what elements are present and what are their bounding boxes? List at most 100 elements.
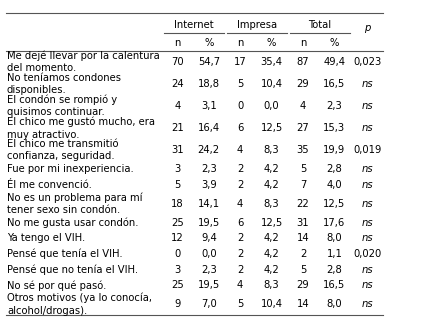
Text: 12,5: 12,5 — [323, 199, 346, 209]
Text: 2: 2 — [237, 265, 243, 275]
Text: 1,1: 1,1 — [326, 249, 343, 259]
Text: %: % — [330, 38, 339, 48]
Text: 6: 6 — [237, 218, 243, 228]
Text: ns: ns — [362, 280, 373, 290]
Text: El chico me gustó mucho, era
muy atractivo.: El chico me gustó mucho, era muy atracti… — [7, 117, 155, 140]
Text: 70: 70 — [171, 57, 184, 67]
Text: 12: 12 — [171, 233, 184, 243]
Text: El chico me transmitió
confianza, seguridad.: El chico me transmitió confianza, seguri… — [7, 139, 119, 162]
Text: 14,1: 14,1 — [198, 199, 220, 209]
Text: 6: 6 — [237, 123, 243, 133]
Text: 3: 3 — [174, 265, 181, 275]
Text: 24,2: 24,2 — [198, 145, 220, 155]
Text: 29: 29 — [297, 280, 309, 290]
Text: 49,4: 49,4 — [323, 57, 346, 67]
Text: 3,9: 3,9 — [201, 180, 216, 190]
Text: 2: 2 — [237, 164, 243, 174]
Text: n: n — [237, 38, 243, 48]
Text: Internet: Internet — [174, 20, 214, 30]
Text: 4,2: 4,2 — [264, 180, 279, 190]
Text: 17: 17 — [234, 57, 246, 67]
Text: 2,8: 2,8 — [326, 265, 342, 275]
Text: 22: 22 — [297, 199, 309, 209]
Text: 4,2: 4,2 — [264, 233, 279, 243]
Text: p: p — [364, 23, 371, 33]
Text: Ya tengo el VIH.: Ya tengo el VIH. — [7, 233, 85, 243]
Text: ns: ns — [362, 233, 373, 243]
Text: 5: 5 — [174, 180, 181, 190]
Text: 8,0: 8,0 — [326, 233, 342, 243]
Text: 4: 4 — [237, 199, 243, 209]
Text: 15,3: 15,3 — [323, 123, 346, 133]
Text: 18,8: 18,8 — [198, 79, 220, 89]
Text: 7,0: 7,0 — [201, 299, 216, 309]
Text: 27: 27 — [297, 123, 309, 133]
Text: 8,3: 8,3 — [264, 199, 279, 209]
Text: 4: 4 — [237, 280, 243, 290]
Text: Fue por mi inexperiencia.: Fue por mi inexperiencia. — [7, 164, 134, 174]
Text: ns: ns — [362, 101, 373, 111]
Text: 25: 25 — [171, 280, 184, 290]
Text: 4: 4 — [300, 101, 306, 111]
Text: 8,0: 8,0 — [326, 299, 342, 309]
Text: 9: 9 — [174, 299, 181, 309]
Text: 19,5: 19,5 — [197, 218, 220, 228]
Text: 0,019: 0,019 — [353, 145, 381, 155]
Text: 4,2: 4,2 — [264, 265, 279, 275]
Text: 0: 0 — [237, 101, 243, 111]
Text: 19,9: 19,9 — [323, 145, 346, 155]
Text: 18: 18 — [171, 199, 184, 209]
Text: 87: 87 — [297, 57, 309, 67]
Text: El condón se rompió y
quisimos continuar.: El condón se rompió y quisimos continuar… — [7, 95, 117, 118]
Text: 24: 24 — [171, 79, 184, 89]
Text: n: n — [174, 38, 181, 48]
Text: 7: 7 — [300, 180, 306, 190]
Text: 2: 2 — [300, 249, 306, 259]
Text: 4,0: 4,0 — [326, 180, 342, 190]
Text: ns: ns — [362, 265, 373, 275]
Text: ns: ns — [362, 79, 373, 89]
Text: 2,3: 2,3 — [201, 265, 216, 275]
Text: 21: 21 — [171, 123, 184, 133]
Text: 16,4: 16,4 — [198, 123, 220, 133]
Text: 31: 31 — [297, 218, 309, 228]
Text: 25: 25 — [171, 218, 184, 228]
Text: 2: 2 — [237, 233, 243, 243]
Text: No teníamos condones
disponibles.: No teníamos condones disponibles. — [7, 73, 121, 95]
Text: 16,5: 16,5 — [323, 280, 346, 290]
Text: %: % — [267, 38, 276, 48]
Text: ns: ns — [362, 218, 373, 228]
Text: 10,4: 10,4 — [261, 299, 283, 309]
Text: 2: 2 — [237, 180, 243, 190]
Text: Impresa: Impresa — [237, 20, 277, 30]
Text: 0,020: 0,020 — [353, 249, 381, 259]
Text: %: % — [204, 38, 213, 48]
Text: 4,2: 4,2 — [264, 249, 279, 259]
Text: 14: 14 — [297, 233, 309, 243]
Text: 29: 29 — [297, 79, 309, 89]
Text: 0,023: 0,023 — [353, 57, 381, 67]
Text: 2,8: 2,8 — [326, 164, 342, 174]
Text: No sé por qué pasó.: No sé por qué pasó. — [7, 280, 107, 291]
Text: No es un problema para mí
tener sexo sin condón.: No es un problema para mí tener sexo sin… — [7, 192, 142, 215]
Text: 5: 5 — [237, 299, 243, 309]
Text: No me gusta usar condón.: No me gusta usar condón. — [7, 217, 139, 228]
Text: 14: 14 — [297, 299, 309, 309]
Text: 3,1: 3,1 — [201, 101, 216, 111]
Text: 2: 2 — [237, 249, 243, 259]
Text: 3: 3 — [174, 164, 181, 174]
Text: 8,3: 8,3 — [264, 280, 279, 290]
Text: 2,3: 2,3 — [201, 164, 216, 174]
Text: ns: ns — [362, 123, 373, 133]
Text: 4,2: 4,2 — [264, 164, 279, 174]
Text: 19,5: 19,5 — [197, 280, 220, 290]
Text: 0: 0 — [174, 249, 181, 259]
Text: 16,5: 16,5 — [323, 79, 346, 89]
Text: 17,6: 17,6 — [323, 218, 346, 228]
Text: n: n — [300, 38, 306, 48]
Text: 4: 4 — [174, 101, 181, 111]
Text: Total: Total — [308, 20, 331, 30]
Text: 0,0: 0,0 — [201, 249, 216, 259]
Text: ns: ns — [362, 299, 373, 309]
Text: 5: 5 — [237, 79, 243, 89]
